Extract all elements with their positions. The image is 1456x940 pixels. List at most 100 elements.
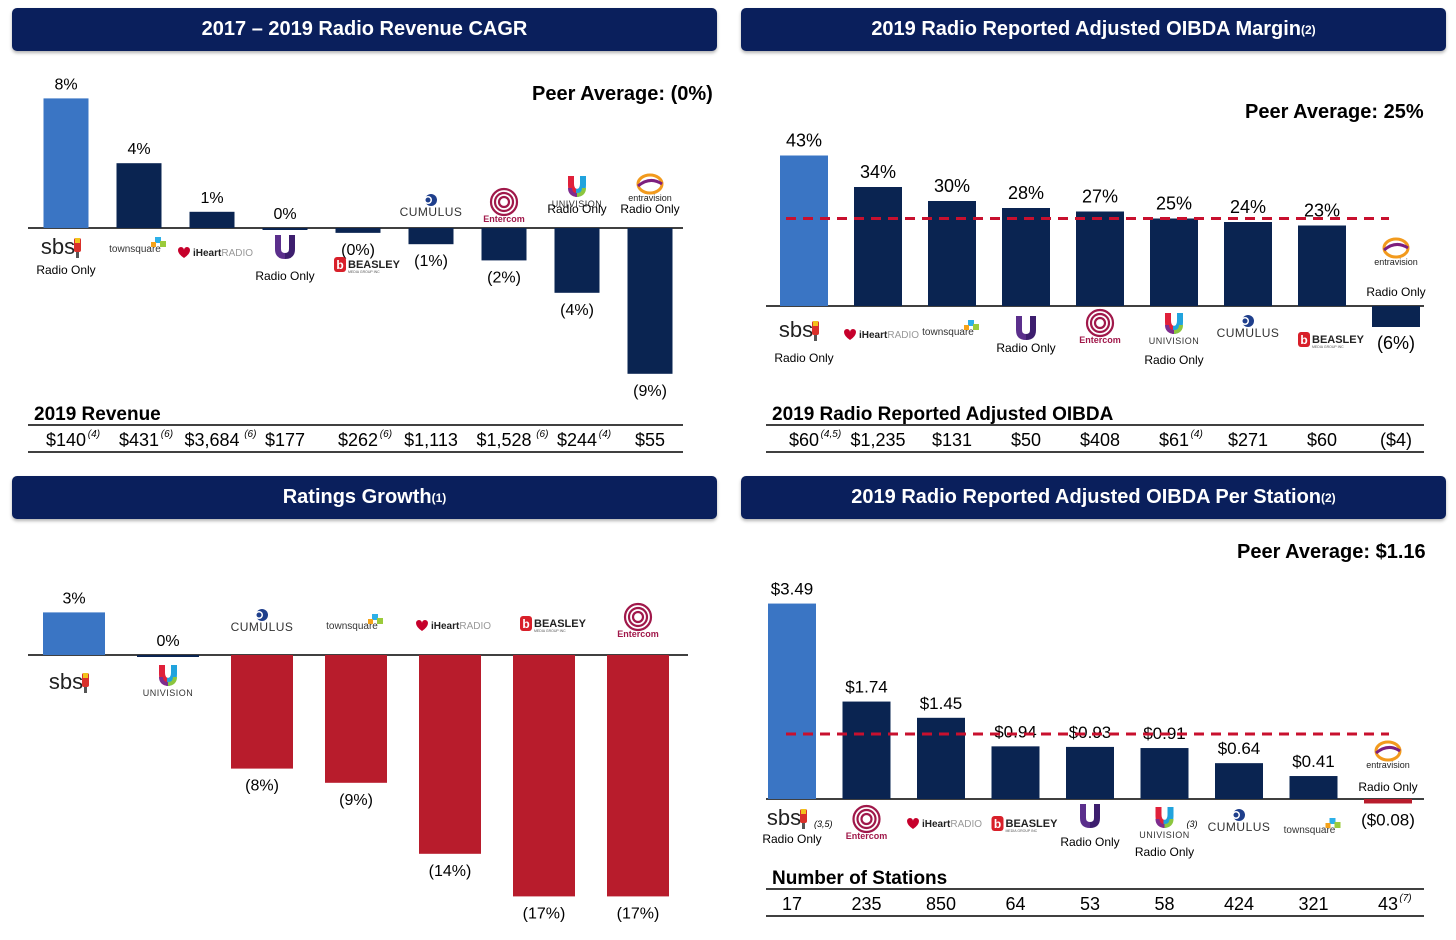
townsquare-square-icon xyxy=(1329,818,1336,824)
logo-entercom: Entercom xyxy=(1079,308,1121,345)
entercom-ring-icon xyxy=(623,602,653,632)
data-label: 1% xyxy=(200,190,223,207)
chart-oibda-margin: 43% sbs Radio Only 34% iHeartRADIO 30% townsqu… xyxy=(766,131,1426,453)
iheart-logo-part: iHeart xyxy=(859,330,888,341)
logo-univision xyxy=(1080,804,1100,828)
peer-average-per-station: Peer Average: $1.16 xyxy=(1237,541,1426,563)
iheart-logo-text: iHeartRADIO xyxy=(859,330,919,341)
header-oibda-per-station-title: 2019 Radio Reported Adjusted OIBDA Per S… xyxy=(851,486,1322,508)
table-value: 321 xyxy=(1298,894,1328,914)
logo-note: Radio Only xyxy=(620,202,679,216)
logo-townsquare: townsquare xyxy=(326,614,383,632)
townsquare-logo-text: townsquare xyxy=(1284,825,1336,836)
logo-note: Radio Only xyxy=(547,202,606,216)
cumulus-circle-icon xyxy=(425,197,431,203)
logo-univision: UNIVISION xyxy=(143,665,193,698)
sbs-logo-text: sbs xyxy=(779,317,813,342)
townsquare-square-icon xyxy=(964,325,969,330)
sbs-mic-stand-icon xyxy=(76,252,79,258)
logo-entravision: entravision xyxy=(1374,237,1418,267)
table-footnote: (4) xyxy=(599,429,611,440)
bar-beasley xyxy=(1298,225,1346,306)
table-value: 64 xyxy=(1005,894,1025,914)
sbs-logo-text: sbs xyxy=(767,805,801,830)
data-label: 25% xyxy=(1156,194,1192,214)
sbs-logo-text: sbs xyxy=(41,234,75,259)
bar-entercom xyxy=(842,701,891,799)
data-label: (17%) xyxy=(523,905,566,922)
table-value: $50 xyxy=(1011,430,1041,450)
header-oibda-margin-sup: (2) xyxy=(1301,22,1316,37)
bar-townsquare xyxy=(1289,776,1338,799)
logo-entravision: entravision xyxy=(1366,740,1410,770)
table-title: 2019 Revenue xyxy=(34,404,161,425)
bar-univision xyxy=(262,228,308,230)
logo-univision: UNIVISION xyxy=(552,176,602,209)
table-footnote: (4,5) xyxy=(821,429,842,440)
bar-iheartradio xyxy=(917,717,965,799)
entercom-logo-text: Entercom xyxy=(1079,335,1121,345)
bar-entravision xyxy=(1364,799,1412,804)
logo-sbs: sbs xyxy=(767,805,807,830)
sbs-mic-stripe-icon xyxy=(83,673,88,678)
univision-purple-icon xyxy=(1165,325,1174,334)
logo-entercom: Entercom xyxy=(846,804,888,841)
logo-univision: UNIVISION xyxy=(1139,807,1189,840)
entercom-logo-text: Entercom xyxy=(617,629,659,639)
entercom-logo-text: Entercom xyxy=(846,831,888,841)
table-value: $1,528 xyxy=(476,430,531,450)
header-revenue-cagr: 2017 – 2019 Radio Revenue CAGR xyxy=(12,8,717,51)
beasley-b-letter: b xyxy=(336,258,343,272)
logo-footnote: (3,5) xyxy=(814,819,833,829)
data-label: (2%) xyxy=(487,269,521,286)
beasley-logo-text: BEASLEY xyxy=(348,259,401,271)
chart-revenue-cagr: 8% sbs Radio Only 4% townsquare 1% iHeartRADIO… xyxy=(28,76,683,453)
cumulus-logo-text: CUMULUS xyxy=(1208,820,1271,834)
header-ratings-growth-title: Ratings Growth xyxy=(282,486,432,508)
table-value: 424 xyxy=(1224,894,1254,914)
data-label: 3% xyxy=(62,590,85,607)
logo-univision: UNIVISION xyxy=(1149,313,1199,346)
entercom-ring-icon xyxy=(493,191,515,213)
table-footnote: (4) xyxy=(88,429,100,440)
logo-iheartradio: iHeartRADIO xyxy=(844,329,919,341)
data-label: 28% xyxy=(1008,183,1044,203)
table-title: 2019 Radio Reported Adjusted OIBDA xyxy=(772,404,1114,425)
logo-cumulus: CUMULUS xyxy=(1217,315,1279,340)
beasley-b-icon xyxy=(520,616,532,631)
iheart-logo-text: iHeartRADIO xyxy=(922,819,982,830)
table-footnote: (6) xyxy=(380,429,392,440)
univision-radio-u-icon xyxy=(1026,316,1036,340)
logo-note: Radio Only xyxy=(996,341,1055,355)
iheart-logo-part: RADIO xyxy=(887,330,919,341)
entercom-ring-icon xyxy=(1093,316,1107,330)
bar-univision xyxy=(554,228,600,293)
iheart-logo-part: iHeart xyxy=(922,819,951,830)
table-value: $140 xyxy=(46,430,86,450)
logo-univision xyxy=(275,235,295,259)
bar-univision xyxy=(1150,218,1198,306)
header-oibda-margin-title: 2019 Radio Reported Adjusted OIBDA Margi… xyxy=(871,18,1301,40)
univision-radio-u-icon xyxy=(1080,804,1090,828)
logo-note: Radio Only xyxy=(1060,835,1119,849)
beasley-logo-text: BEASLEY xyxy=(1006,818,1059,830)
data-label: 34% xyxy=(860,162,896,182)
entravision-logo-text: entravision xyxy=(1366,760,1410,770)
data-label: 0% xyxy=(273,206,296,223)
logo-note: Radio Only xyxy=(36,263,95,277)
beasley-logo-subtext: MEDIA GROUP INC xyxy=(534,629,566,633)
table-value: $271 xyxy=(1228,430,1268,450)
logo-note: Radio Only xyxy=(1144,353,1203,367)
data-label: (17%) xyxy=(617,905,660,922)
logo-note: Radio Only xyxy=(1135,845,1194,859)
peer-average-margin: Peer Average: 25% xyxy=(1245,101,1424,123)
bar-townsquare xyxy=(116,163,162,228)
iheart-heart-icon xyxy=(844,329,856,340)
logo-univision xyxy=(1016,316,1036,340)
bar-entercom xyxy=(481,228,527,261)
logo-note: Radio Only xyxy=(1358,780,1417,794)
entercom-ring-icon xyxy=(852,804,881,834)
